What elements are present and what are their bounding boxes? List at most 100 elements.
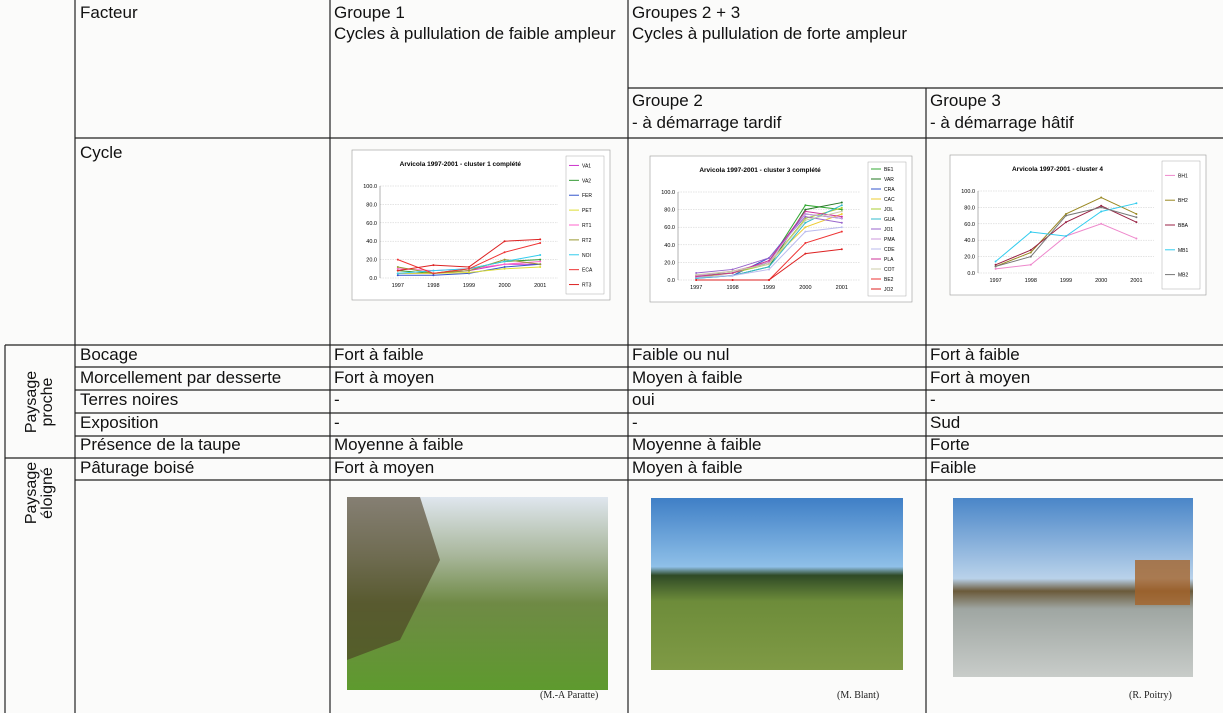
data-point [1065, 215, 1067, 217]
legend-label: JO2 [884, 287, 893, 293]
y-tick-label: 60.0 [366, 221, 377, 227]
photo-credit: (M. Blant) [837, 690, 879, 701]
header-cell: Groupe 2 [632, 90, 922, 111]
data-point [1030, 252, 1032, 254]
data-point [1030, 249, 1032, 251]
data-point [841, 222, 843, 224]
legend-label: CDE [884, 247, 895, 253]
chart: Arvicola 1997-2001 - cluster 40.020.040.… [950, 155, 1206, 295]
x-tick-label: 1999 [1060, 278, 1072, 284]
data-point [1065, 235, 1067, 237]
data-point [804, 253, 806, 255]
y-tick-label: 80.0 [664, 208, 675, 214]
data-point [804, 210, 806, 212]
chart: Arvicola 1997-2001 - cluster 3 complété 0… [650, 156, 912, 302]
legend-label: GUA [884, 217, 896, 223]
chart-title: Arvicola 1997-2001 - cluster 3 complété [699, 167, 821, 174]
x-tick-label: 2000 [799, 285, 811, 291]
legend-label: PET [582, 208, 592, 214]
data-point [841, 204, 843, 206]
data-point [768, 268, 770, 270]
header-cell: - à démarrage hâtif [930, 112, 1220, 133]
table-cell: Moyen à faible [632, 457, 922, 478]
row-label: Cycle [80, 142, 325, 163]
y-tick-label: 100.0 [961, 189, 975, 195]
x-tick-label: 2000 [498, 283, 510, 289]
data-point [768, 257, 770, 259]
y-tick-label: 60.0 [664, 225, 675, 231]
data-point [732, 279, 734, 281]
legend-label: RT1 [582, 223, 592, 229]
y-tick-label: 100.0 [661, 190, 675, 196]
x-tick-label: 1997 [690, 285, 702, 291]
data-point [804, 204, 806, 206]
data-point [768, 263, 770, 265]
data-point [504, 260, 506, 262]
data-point [1030, 231, 1032, 233]
legend-label: JOL [884, 207, 893, 213]
legend-label: PLA [884, 257, 894, 263]
section-label: Paysage proche [24, 347, 56, 457]
y-tick-label: 60.0 [964, 222, 975, 228]
table-cell: Faible [930, 457, 1220, 478]
legend-label: ECA [582, 268, 593, 274]
table-cell: Moyen à faible [632, 367, 922, 388]
data-point [468, 266, 470, 268]
legend-label: NOI [582, 253, 591, 259]
photo-credit: (M.-A Paratte) [540, 690, 598, 701]
legend-label: VA1 [582, 163, 591, 169]
data-point [732, 270, 734, 272]
x-tick-label: 1998 [427, 283, 439, 289]
table-cell: Fort à moyen [930, 367, 1220, 388]
legend-label: MB1 [1178, 248, 1189, 254]
y-tick-label: 0.0 [369, 276, 377, 282]
legend-label: CRA [884, 187, 895, 193]
row-label: Terres noires [80, 389, 325, 410]
data-point [504, 266, 506, 268]
data-point [841, 248, 843, 250]
table-cell: oui [632, 389, 922, 410]
table-cell: - [334, 389, 624, 410]
data-point [1065, 221, 1067, 223]
data-point [732, 275, 734, 277]
data-point [539, 260, 541, 262]
data-point [468, 268, 470, 270]
legend-label: BBA [1178, 223, 1189, 229]
y-tick-label: 100.0 [363, 184, 377, 190]
data-point [995, 268, 997, 270]
data-point [504, 259, 506, 261]
table-cell: Sud [930, 412, 1220, 433]
table-cell: Fort à moyen [334, 367, 624, 388]
data-point [397, 268, 399, 270]
table-cell: Moyenne à faible [632, 434, 922, 455]
x-tick-label: 2000 [1095, 278, 1107, 284]
header-cell: Cycles à pullulation de faible ampleur [334, 23, 634, 44]
x-tick-label: 1998 [1025, 278, 1037, 284]
row-label: Pâturage boisé [80, 457, 325, 478]
table-cell: - [632, 412, 922, 433]
header-cell: Groupe 1 [334, 2, 628, 23]
x-tick-label: 1999 [763, 285, 775, 291]
legend-label: RT3 [582, 283, 592, 289]
y-tick-label: 20.0 [964, 255, 975, 261]
row-label: Présence de la taupe [80, 434, 325, 455]
data-point [397, 266, 399, 268]
data-point [732, 268, 734, 270]
data-point [841, 202, 843, 204]
data-point [804, 231, 806, 233]
legend-label: MB2 [1178, 273, 1189, 279]
y-tick-label: 0.0 [667, 278, 675, 284]
row-label: Exposition [80, 412, 325, 433]
legend-label: JO1 [884, 227, 893, 233]
table-cell: Forte [930, 434, 1220, 455]
legend-label: BE2 [884, 277, 894, 283]
data-point [841, 207, 843, 209]
x-tick-label: 1997 [392, 283, 404, 289]
data-point [539, 254, 541, 256]
data-point [1100, 206, 1102, 208]
chart: Arvicola 1997-2001 - cluster 1 complété0… [352, 150, 610, 300]
y-tick-label: 20.0 [664, 260, 675, 266]
data-point [432, 264, 434, 266]
header-cell: Groupes 2 + 3 [632, 2, 1222, 23]
data-point [1135, 213, 1137, 215]
